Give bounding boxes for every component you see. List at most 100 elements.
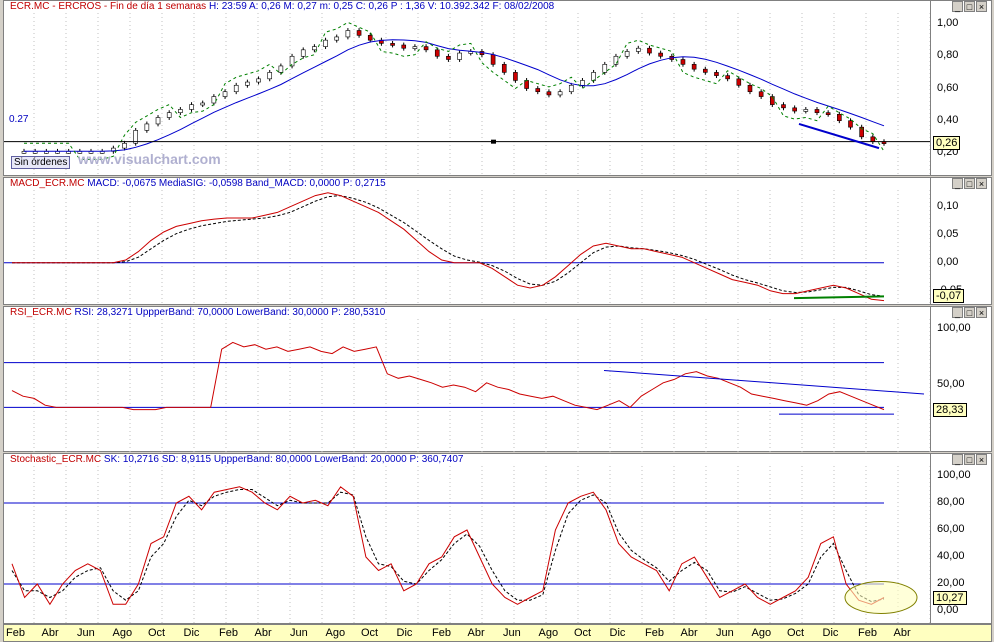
x-tick-label: Ago (751, 627, 772, 639)
candle-body (144, 123, 150, 131)
parabolic-sar-line (24, 21, 885, 160)
maximize-button[interactable]: □ (964, 307, 975, 318)
candle-body (513, 72, 518, 81)
candle-body (591, 72, 596, 81)
maximize-button[interactable]: □ (964, 454, 975, 465)
y-tick-label: 60,00 (937, 523, 965, 535)
candle-body (367, 35, 373, 41)
x-tick-label: Abr (893, 627, 911, 639)
candle-body (859, 126, 864, 138)
x-tick-label: Ago (538, 627, 559, 639)
minimize-button[interactable]: _ (952, 1, 963, 12)
maximize-button[interactable]: □ (964, 178, 975, 189)
x-axis: Feb Abr Jun Ago Oct Dic Feb Abr Jun Ago Oct Dic Feb A… (3, 624, 992, 642)
x-tick-label: Abr (41, 627, 59, 639)
candle-body (602, 64, 608, 73)
stochastic-y-axis: 100,00 80,00 60,00 40,00 20,00 0,00 10,27 (930, 454, 991, 623)
candle-body (401, 44, 407, 49)
candle-body (736, 78, 742, 86)
candle-body (256, 78, 261, 83)
y-tick-label: 0,80 (937, 49, 959, 62)
price-panel[interactable]: ECR.MC - ERCROS - Fin de día 1 semanas H… (3, 0, 992, 177)
x-tick-label: Feb (432, 627, 451, 639)
close-button[interactable]: × (976, 454, 987, 465)
macd-plot[interactable]: MACD_ECR.MC MACD: -0,0675 MediaSIG: -0,0… (4, 178, 932, 306)
stochastic-panel[interactable]: Stochastic_ECR.MC SK: 10,2716 SD: 8,9115… (3, 453, 992, 625)
candle-body (423, 46, 429, 51)
y-tick-label: 80,00 (937, 496, 965, 508)
rsi-panel-name: RSI_ECR.MC (10, 307, 72, 318)
x-tick-label: Dic (183, 627, 200, 639)
candle-body (155, 117, 161, 125)
moving-average-line (24, 39, 885, 152)
candle-body (300, 49, 306, 57)
candle-body (770, 96, 775, 105)
y-tick-label: 50,00 (937, 378, 965, 390)
x-tick-label: Abr (254, 627, 272, 639)
rsi-chart-svg (4, 319, 931, 453)
current-value-label: 0,26 (933, 136, 961, 151)
close-button[interactable]: × (976, 178, 987, 189)
candle-body (189, 104, 194, 110)
rsi-plot[interactable]: RSI_ECR.MC RSI: 28,3271 UppperBand: 70,0… (4, 307, 932, 453)
x-tick-label: Ago (325, 627, 346, 639)
orders-label[interactable]: Sin órdenes (11, 156, 71, 169)
candle-body (814, 109, 820, 113)
candle-body (580, 80, 585, 86)
candle-body (390, 43, 395, 46)
candle-body (658, 52, 663, 57)
stochastic-plot[interactable]: Stochastic_ECR.MC SK: 10,2716 SD: 8,9115… (4, 454, 932, 625)
candle-body (245, 81, 250, 86)
macd-chart-svg (4, 190, 931, 306)
candle-body (233, 84, 239, 93)
y-tick-label: 0,10 (937, 199, 959, 212)
rsi-panel[interactable]: RSI_ECR.MC RSI: 28,3271 UppperBand: 70,0… (3, 306, 992, 453)
current-value-label: 28,33 (933, 402, 967, 417)
current-value-label: 10,27 (933, 590, 967, 605)
minimize-button[interactable]: _ (952, 454, 963, 465)
candle-body (702, 68, 708, 73)
x-tick-label: Jun (77, 627, 95, 639)
candle-body (133, 130, 138, 144)
rsi-panel-info: RSI: 28,3271 UppperBand: 70,0000 LowerBa… (74, 307, 386, 318)
rsi-trend-line (603, 369, 925, 395)
current-value-label: -0,07 (933, 289, 965, 304)
maximize-button[interactable]: □ (964, 1, 975, 12)
y-tick-label: 0,40 (937, 113, 959, 126)
y-tick-label: 1,00 (937, 17, 959, 30)
candle-body (825, 112, 831, 115)
candle-body (345, 30, 351, 38)
candle-body (557, 91, 563, 96)
close-button[interactable]: × (976, 307, 987, 318)
candle-body (122, 142, 127, 149)
candle-body (837, 113, 842, 122)
y-tick-label: 100,00 (937, 322, 971, 334)
y-tick-label: 40,00 (937, 550, 965, 562)
candle-body (792, 107, 797, 112)
x-tick-label: Feb (6, 627, 25, 639)
minimize-button[interactable]: _ (952, 307, 963, 318)
x-tick-label: Oct (361, 627, 379, 639)
watermark: www.visualchart.com (78, 151, 221, 167)
macd-signal-line (12, 195, 885, 297)
trend-line (798, 122, 880, 150)
candle-body (546, 91, 552, 96)
x-tick-label: Dic (822, 627, 839, 639)
candle-body (490, 54, 496, 65)
x-tick-label: Feb (219, 627, 238, 639)
candle-body (323, 39, 328, 47)
candle-body (635, 47, 641, 52)
y-tick-label: 0,05 (937, 227, 959, 240)
candle-body (758, 91, 764, 97)
stochastic-panel-info: SK: 10,2716 SD: 8,9115 UppperBand: 80,00… (103, 454, 464, 465)
macd-line (12, 192, 885, 302)
macd-panel[interactable]: MACD_ECR.MC MACD: -0,0675 MediaSIG: -0,0… (3, 177, 992, 306)
candle-body (267, 72, 273, 80)
x-tick-label: Jun (503, 627, 521, 639)
minimize-button[interactable]: _ (952, 178, 963, 189)
price-y-axis: 1,00 0,80 0,60 0,40 0,20 0,26 (930, 1, 991, 175)
stochastic-panel-title: Stochastic_ECR.MC SK: 10,2716 SD: 8,9115… (10, 454, 463, 465)
candle-body (278, 65, 284, 73)
close-button[interactable]: × (976, 1, 987, 12)
price-plot[interactable]: ECR.MC - ERCROS - Fin de día 1 semanas H… (4, 1, 932, 177)
